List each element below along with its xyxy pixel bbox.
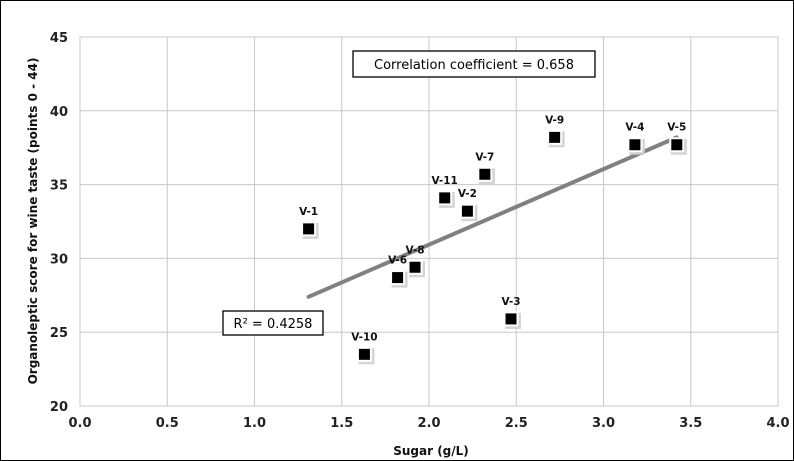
trendline <box>306 135 679 299</box>
y-axis-title: Organoleptic score for wine taste (point… <box>26 58 40 385</box>
point-marker <box>303 223 315 235</box>
point-marker <box>439 192 451 204</box>
y-tick-label: 30 <box>50 252 68 267</box>
x-tick-label: 0.5 <box>156 416 179 431</box>
point-label: V-7 <box>475 151 494 163</box>
data-point: V-3 <box>501 296 522 329</box>
point-label: V-3 <box>501 296 520 308</box>
point-marker <box>409 261 421 273</box>
correlation-text: Correlation coefficient = 0.658 <box>374 58 574 73</box>
x-tick-label: 2.0 <box>417 416 440 431</box>
point-marker <box>671 139 683 151</box>
y-tick-label: 20 <box>50 400 68 415</box>
x-tick-label: 0.0 <box>68 416 91 431</box>
data-point: V-11 <box>432 175 458 208</box>
point-marker <box>549 131 561 143</box>
y-tick-label: 45 <box>50 31 68 46</box>
data-point: V-1 <box>299 206 319 239</box>
y-tick-label: 25 <box>50 326 68 341</box>
point-marker <box>358 348 370 360</box>
point-label: V-8 <box>406 244 425 256</box>
point-label: V-4 <box>625 122 644 134</box>
data-points: V-1 V-2 V-3 V-4 V-5 V-6 V-7 V-8 V-9 V-10 V-11 <box>299 114 687 365</box>
point-label: V-11 <box>432 175 458 187</box>
data-point: V-5 <box>667 122 687 155</box>
point-label: V-2 <box>458 188 477 200</box>
point-label: V-5 <box>667 122 686 134</box>
r-squared-text: R² = 0.4258 <box>234 317 313 332</box>
point-label: V-10 <box>351 331 377 343</box>
point-marker <box>479 168 491 180</box>
point-marker <box>629 139 641 151</box>
data-point: V-10 <box>351 331 378 365</box>
y-tick-label: 40 <box>50 105 68 120</box>
x-tick-label: 3.0 <box>592 416 615 431</box>
correlation-annotation: Correlation coefficient = 0.658 <box>352 50 596 78</box>
x-tick-label: 1.0 <box>243 416 266 431</box>
r-squared-annotation: R² = 0.4258 <box>222 310 324 336</box>
x-tick-label: 1.5 <box>330 416 353 431</box>
x-axis-title: Sugar (g/L) <box>393 444 469 458</box>
point-marker <box>461 205 473 217</box>
data-point: V-8 <box>406 244 426 278</box>
data-point: V-2 <box>458 188 478 222</box>
y-tick-label: 35 <box>50 179 68 194</box>
data-point: V-9 <box>545 114 565 148</box>
gridlines <box>79 36 779 407</box>
point-label: V-1 <box>299 206 318 218</box>
point-label: V-9 <box>545 114 564 126</box>
data-point: V-6 <box>388 255 408 288</box>
x-tick-label: 2.5 <box>505 416 528 431</box>
point-marker <box>392 272 404 284</box>
point-marker <box>505 313 517 325</box>
data-point: V-4 <box>625 122 645 155</box>
point-label: V-6 <box>388 255 407 267</box>
x-tick-label: 3.5 <box>679 416 702 431</box>
y-axis-ticks: 20 25 30 35 40 45 <box>50 31 68 415</box>
x-tick-label: 4.0 <box>766 416 789 431</box>
data-point: V-7 <box>475 151 495 185</box>
x-axis-ticks: 0.0 0.5 1.0 1.5 2.0 2.5 3.0 3.5 4.0 <box>68 416 789 431</box>
